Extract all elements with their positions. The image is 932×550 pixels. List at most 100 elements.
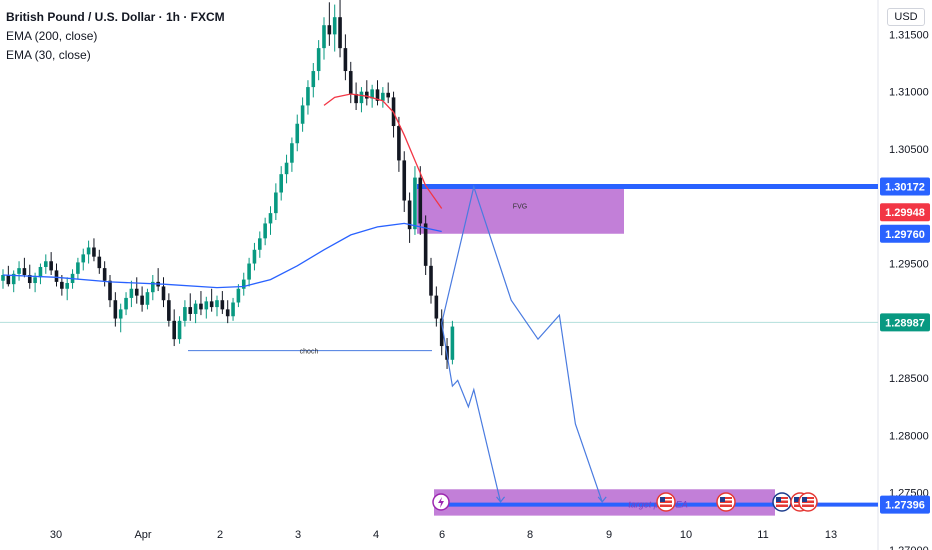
candle <box>204 296 209 319</box>
candle <box>279 166 283 201</box>
candle <box>38 263 43 285</box>
candle-body <box>215 300 219 308</box>
candle-body <box>295 123 300 144</box>
price-label-box <box>880 177 930 196</box>
x-tick-label: 30 <box>50 529 62 541</box>
y-tick-label: 1.27000 <box>889 545 929 550</box>
candle <box>284 154 289 184</box>
flag-field <box>776 497 788 507</box>
candle-body <box>247 263 251 280</box>
candle <box>290 137 294 172</box>
y-tick-label: 1.31500 <box>889 29 929 41</box>
candle <box>124 292 128 316</box>
candle <box>215 295 219 317</box>
candle <box>140 286 144 312</box>
projection-path <box>441 184 603 503</box>
candle <box>33 272 37 293</box>
candle-body <box>81 254 86 263</box>
flag-canton <box>776 497 781 502</box>
candle <box>81 248 86 271</box>
gb-flag-icon <box>772 492 792 512</box>
flag-field <box>720 497 732 507</box>
chart-legend: British Pound / U.S. Dollar · 1h · FXCM … <box>6 8 225 65</box>
candle <box>429 257 433 304</box>
flag-stripe <box>660 499 672 501</box>
currency-label: USD <box>887 8 925 26</box>
candle <box>407 192 412 243</box>
candle <box>375 80 380 106</box>
candle <box>60 275 64 296</box>
y-tick-label: 1.30500 <box>889 144 929 156</box>
flag-canton <box>802 497 807 502</box>
candle-body <box>151 281 155 293</box>
flag-stripe <box>720 499 732 501</box>
flag-canton <box>660 497 665 502</box>
candle-body <box>263 223 267 239</box>
price-label-text: 1.29948 <box>885 207 925 219</box>
price-label-box <box>880 224 930 243</box>
flag-canton <box>720 497 725 502</box>
candle-body <box>359 91 364 104</box>
candle-body <box>268 213 273 224</box>
candle-body <box>11 273 16 285</box>
candle-body <box>129 288 134 298</box>
candle <box>86 240 91 264</box>
candle <box>241 272 246 296</box>
candle-body <box>161 286 166 301</box>
candle-body <box>418 177 423 224</box>
candle-body <box>92 247 96 257</box>
candle <box>386 82 390 104</box>
candle <box>129 280 134 308</box>
lightning-icon <box>432 493 450 511</box>
price-label-text: 1.29760 <box>885 229 925 241</box>
candle-body <box>397 126 401 161</box>
ema30-legend: EMA (30, close) <box>6 48 91 62</box>
candle-body <box>6 275 11 285</box>
candle-body <box>188 307 193 314</box>
flag-stripe <box>660 503 672 505</box>
candle-body <box>306 87 310 106</box>
candle-body <box>1 275 5 281</box>
candle-body <box>279 174 283 193</box>
candle <box>268 206 273 235</box>
x-tick-label: 8 <box>527 529 533 541</box>
candle-body <box>97 256 102 269</box>
candle-body <box>199 303 203 310</box>
candle <box>6 265 11 287</box>
candle-body <box>225 309 230 317</box>
candle-body <box>311 71 316 88</box>
price-label-box <box>880 495 930 514</box>
flag-stripe <box>776 503 788 505</box>
candle-body <box>102 268 107 281</box>
flag-field <box>802 497 814 507</box>
x-tick-label: 4 <box>373 529 379 541</box>
candle <box>402 151 407 212</box>
candle-body <box>386 92 390 98</box>
candle <box>54 263 59 287</box>
candle <box>17 261 21 281</box>
candle <box>332 4 337 52</box>
candle <box>258 231 262 258</box>
candle <box>102 261 107 287</box>
candle-body <box>381 92 385 101</box>
fvg-label: FVG <box>513 204 527 211</box>
price-label-text: 1.30172 <box>885 182 925 194</box>
candle-body <box>354 93 358 104</box>
candle <box>263 217 267 246</box>
candle-body <box>338 17 342 49</box>
candle <box>167 293 171 327</box>
projection-arrowhead <box>597 496 607 503</box>
candle <box>193 300 198 324</box>
candle-body <box>402 160 407 201</box>
candle <box>327 2 332 46</box>
y-tick-label: 1.31000 <box>889 87 929 99</box>
currency-selector[interactable]: USD <box>880 0 932 34</box>
candle <box>370 84 374 108</box>
candle-body <box>300 105 305 124</box>
us-flag-icon <box>798 492 818 512</box>
candle-body <box>27 275 32 284</box>
candle-body <box>423 223 428 266</box>
candle-body <box>108 280 112 301</box>
